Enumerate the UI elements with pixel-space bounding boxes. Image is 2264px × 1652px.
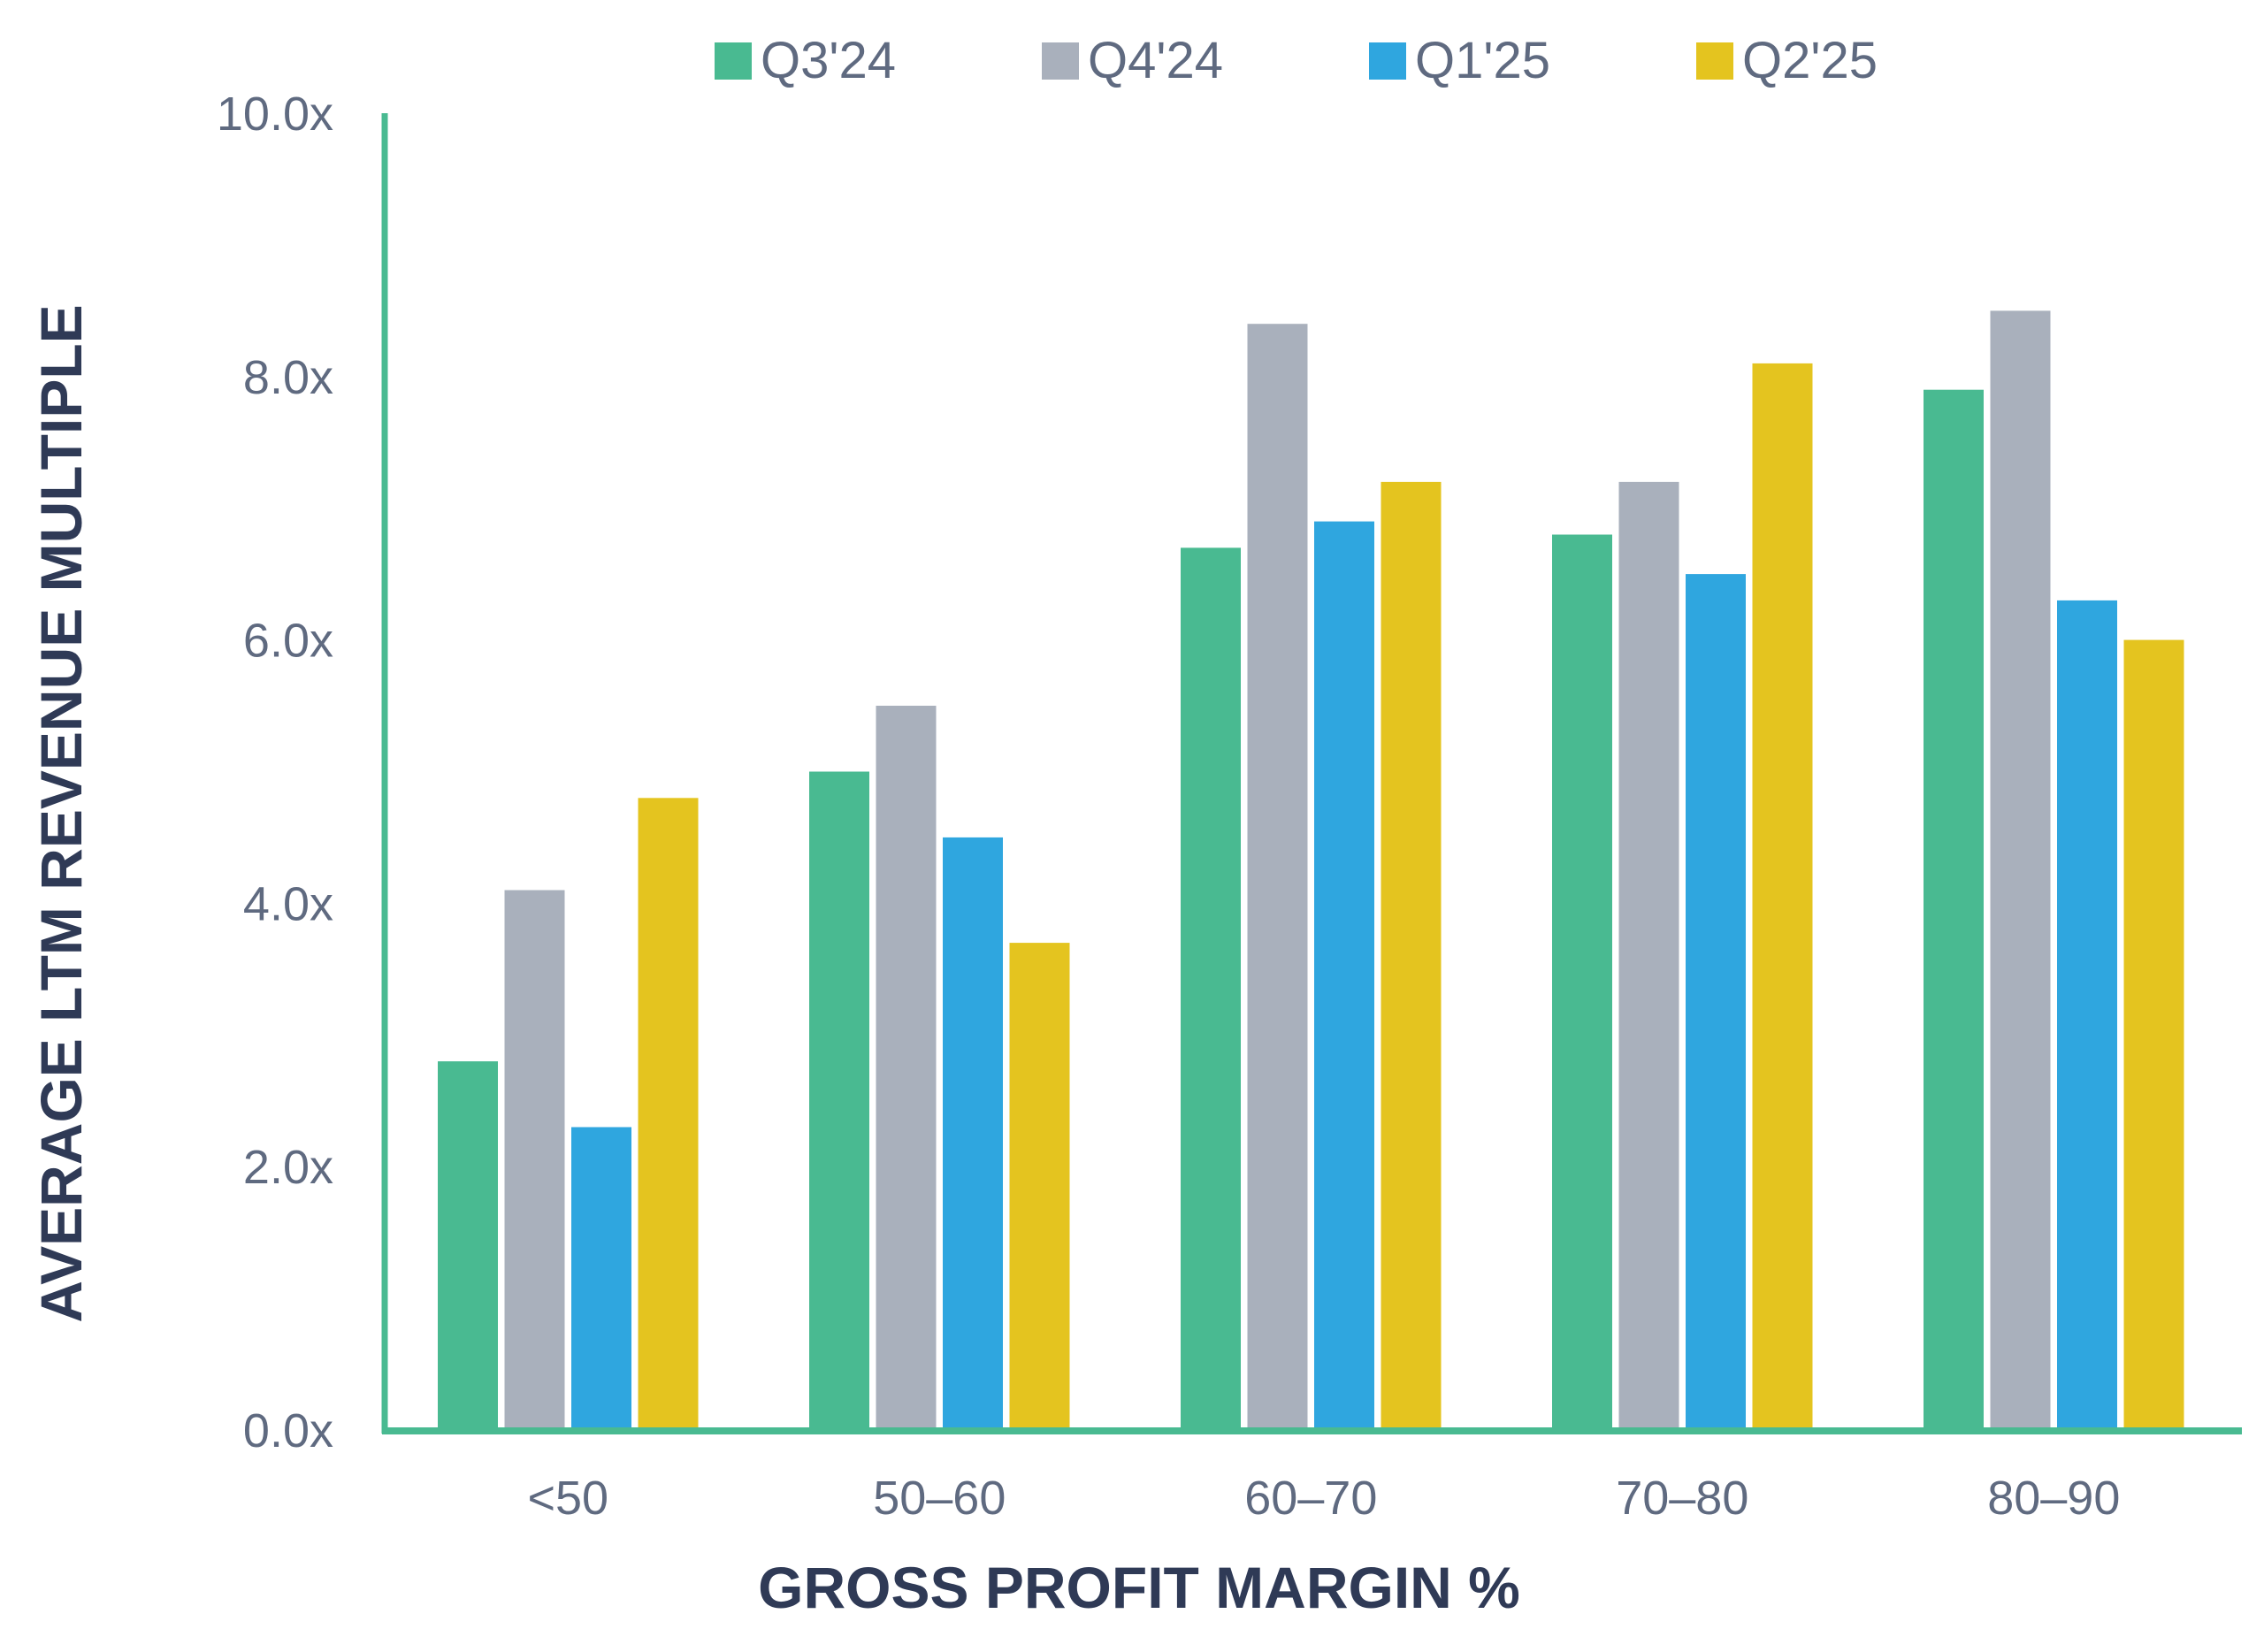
legend-swatch-1: [715, 42, 752, 80]
legend-swatch-3: [1369, 42, 1406, 80]
x-tick-label-1: <50: [527, 1472, 608, 1525]
y-tick-label-1: 0.0x: [243, 1404, 333, 1457]
legend-label-1: Q3'24: [761, 32, 896, 89]
y-tick-label-6: 10.0x: [217, 88, 333, 141]
bar-2-2: [876, 706, 937, 1430]
legend-swatch-2: [1042, 42, 1079, 80]
x-tick-label-2: 50–60: [873, 1472, 1006, 1525]
bar-5-1: [1924, 389, 1984, 1431]
bar-1-4: [638, 798, 699, 1430]
y-axis-ticks: 0.0x 2.0x 4.0x 6.0x 8.0x 10.0x: [217, 88, 333, 1457]
x-tick-label-3: 60–70: [1244, 1472, 1377, 1525]
y-axis-title: AVERAGE LTM REVENUE MULTIPLE: [28, 304, 94, 1322]
bar-1-3: [571, 1127, 631, 1430]
bar-1-2: [504, 890, 565, 1430]
y-tick-label-2: 2.0x: [243, 1141, 333, 1194]
bar-2-3: [943, 837, 1003, 1430]
bar-1-1: [438, 1061, 498, 1430]
bar-4-4: [1752, 363, 1813, 1430]
bar-5-4: [2123, 639, 2184, 1430]
legend-swatch-4: [1696, 42, 1733, 80]
y-tick-label-4: 6.0x: [243, 615, 333, 668]
x-axis-ticks: <50 50–60 60–70 70–80 80–90: [527, 1472, 2120, 1525]
y-tick-label-3: 4.0x: [243, 877, 333, 930]
bar-2-1: [809, 771, 869, 1430]
bar-4-3: [1686, 574, 1746, 1430]
y-tick-label-5: 8.0x: [243, 351, 333, 404]
bar-4-2: [1618, 481, 1679, 1430]
bar-5-3: [2057, 600, 2117, 1430]
bar-3-3: [1314, 521, 1374, 1430]
legend-label-2: Q4'24: [1088, 32, 1223, 89]
bar-5-2: [1990, 310, 2051, 1430]
x-axis-title: GROSS PROFIT MARGIN %: [758, 1555, 1520, 1620]
bar-2-4: [1009, 943, 1070, 1430]
bars: [438, 310, 2184, 1431]
axes: [381, 113, 2242, 1434]
legend: Q3'24 Q4'24 Q1'25 Q2'25: [715, 32, 1878, 89]
x-tick-label-4: 70–80: [1616, 1472, 1748, 1525]
bar-3-1: [1181, 547, 1241, 1430]
bar-3-4: [1381, 481, 1442, 1430]
x-tick-label-5: 80–90: [1987, 1472, 2120, 1525]
bar-3-2: [1247, 324, 1308, 1431]
legend-label-4: Q2'25: [1742, 32, 1878, 89]
legend-label-3: Q1'25: [1415, 32, 1550, 89]
bar-4-1: [1552, 534, 1612, 1430]
